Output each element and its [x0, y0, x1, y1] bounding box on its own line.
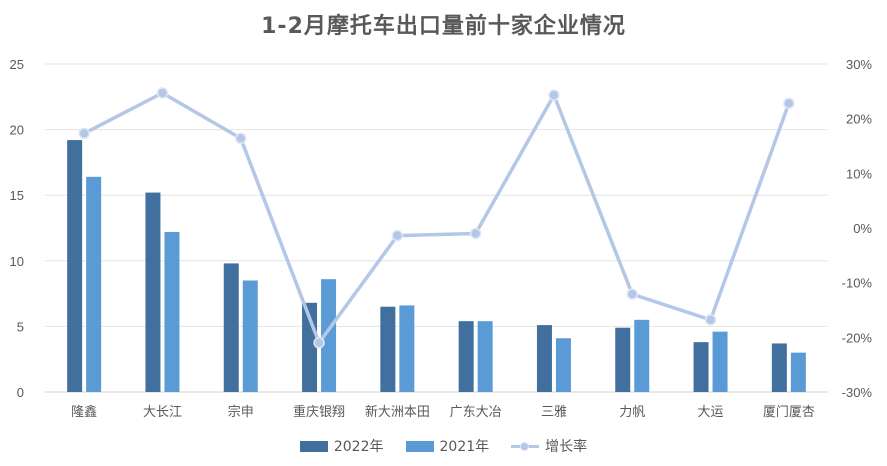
growth-rate-point-广东大冶 — [469, 227, 482, 240]
bar-2022年-隆鑫 — [67, 140, 83, 392]
bar-2022年-宗申 — [223, 263, 239, 392]
bar-2022年-三雅 — [536, 325, 552, 392]
growth-rate-point-厦门厦杏 — [783, 97, 795, 110]
x-tick-label: 隆鑫 — [71, 404, 97, 420]
y-right-tick-label: 20% — [846, 112, 872, 127]
growth-rate-point-宗申 — [235, 132, 247, 145]
bar-2021年-新大洲本田 — [399, 305, 415, 392]
bar-2022年-力帆 — [615, 327, 631, 392]
y-left-tick-label: 5 — [17, 319, 24, 334]
bar-2021年-力帆 — [634, 319, 650, 392]
y-left-tick-label: 10 — [10, 254, 24, 269]
x-tick-label: 重庆银翔 — [293, 404, 345, 420]
legend: 2022年 2021年 增长率 — [0, 436, 887, 456]
bar-2021年-重庆银翔 — [321, 279, 337, 392]
legend-swatch-2022 — [299, 440, 328, 452]
y-left-tick-label: 25 — [10, 57, 24, 72]
bar-2021年-三雅 — [555, 338, 571, 392]
legend-item-growth: 增长率 — [511, 436, 587, 456]
bar-2022年-大长江 — [145, 192, 161, 392]
y-left-tick-label: 0 — [17, 385, 24, 400]
y-right-tick-label: -20% — [842, 330, 873, 345]
x-tick-label: 三雅 — [541, 405, 567, 420]
growth-rate-point-力帆 — [626, 288, 638, 300]
bar-2021年-大运 — [712, 331, 728, 392]
x-tick-label: 宗申 — [228, 404, 254, 420]
x-tick-label: 大长江 — [143, 405, 182, 420]
x-tick-label: 新大洲本田 — [365, 404, 430, 420]
growth-rate-point-隆鑫 — [78, 127, 90, 140]
legend-item-2021: 2021年 — [405, 436, 490, 456]
legend-swatch-2021 — [405, 440, 434, 452]
y-right-tick-label: 10% — [846, 166, 872, 181]
growth-rate-point-大运 — [704, 314, 717, 326]
growth-rate-point-新大洲本田 — [391, 229, 404, 242]
bar-2021年-大长江 — [164, 231, 180, 392]
y-right-tick-label: -10% — [842, 276, 873, 291]
y-right-tick-label: -30% — [842, 385, 873, 400]
y-left-tick-label: 15 — [10, 188, 24, 203]
y-right-tick-label: 0% — [853, 221, 872, 236]
legend-item-2022: 2022年 — [299, 436, 384, 456]
growth-rate-point-重庆银翔 — [313, 337, 325, 349]
bar-2021年-厦门厦杏 — [790, 352, 806, 392]
x-tick-label: 力帆 — [619, 405, 645, 420]
legend-swatch-growth — [511, 441, 540, 452]
bar-2022年-大运 — [693, 342, 709, 392]
bar-2022年-广东大冶 — [458, 321, 474, 392]
growth-rate-line — [83, 91, 791, 345]
legend-label-2022: 2022年 — [333, 439, 384, 455]
bar-2022年-新大洲本田 — [380, 306, 396, 392]
y-right-tick-label: 30% — [846, 57, 872, 72]
x-tick-label: 广东大冶 — [450, 405, 502, 420]
growth-rate-point-三雅 — [548, 89, 560, 101]
x-tick-label: 大运 — [698, 405, 724, 420]
chart-title: 1-2月摩托车出口量前十家企业情况 — [261, 14, 626, 39]
bar-2021年-宗申 — [242, 280, 258, 392]
bar-2021年-广东大冶 — [477, 321, 493, 392]
legend-label-growth: 增长率 — [545, 439, 588, 455]
legend-label-2021: 2021年 — [439, 439, 490, 455]
y-left-tick-label: 20 — [10, 123, 24, 138]
bar-2021年-隆鑫 — [86, 176, 102, 392]
bar-2022年-厦门厦杏 — [771, 343, 787, 392]
growth-rate-point-大长江 — [156, 87, 169, 99]
x-tick-label: 厦门厦杏 — [763, 405, 815, 420]
